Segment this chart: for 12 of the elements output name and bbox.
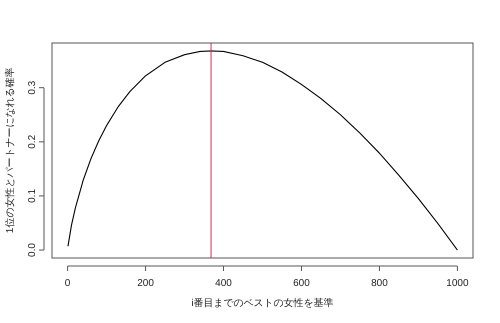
x-tick-label: 800: [371, 278, 388, 289]
y-axis-title: 1位の女性とパートナーになれる確率: [4, 68, 16, 234]
x-tick-label: 0: [64, 278, 71, 289]
x-tick-label: 200: [137, 278, 154, 289]
y-tick-label: 0.1: [27, 188, 38, 203]
x-tick-label: 400: [215, 278, 232, 289]
x-tick-label: 1000: [446, 278, 469, 289]
x-tick-label: 600: [293, 278, 310, 289]
x-axis-title: i番目までのベストの女性を基準: [191, 297, 334, 309]
y-tick-label: 0.2: [27, 134, 38, 149]
y-tick-label: 0.0: [27, 242, 38, 257]
y-tick-label: 0.3: [27, 80, 38, 95]
